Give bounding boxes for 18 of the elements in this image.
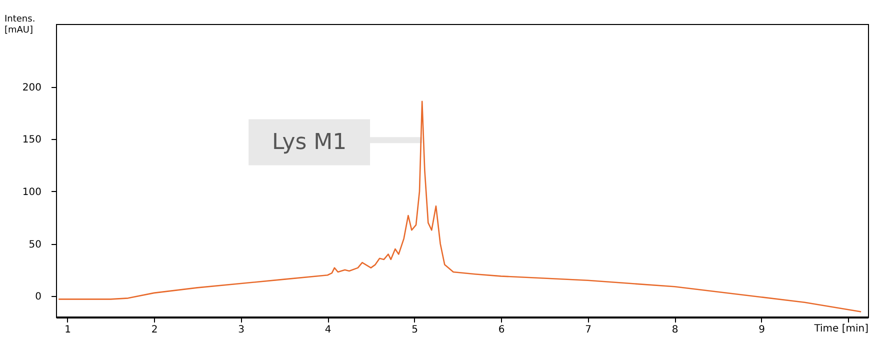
- y-axis-title: Intens. [mAU]: [4, 14, 36, 36]
- x-tick-label: 6: [498, 324, 505, 336]
- y-tick-label: 200: [22, 82, 42, 94]
- x-tick-label: 9: [758, 324, 765, 336]
- y-tick-label: 0: [35, 292, 42, 303]
- x-tick-label: 5: [412, 324, 418, 336]
- y-tick-label: 50: [28, 239, 42, 250]
- line-series: [58, 100, 862, 312]
- x-tick-label: 3: [238, 324, 244, 336]
- y-tick-label: 150: [22, 134, 42, 146]
- x-tick-label: 1: [64, 324, 71, 336]
- annotation: Lys M1: [272, 130, 347, 156]
- x-tick-label: 7: [585, 324, 592, 336]
- x-axis-title: Time [min]: [813, 324, 869, 334]
- x-tick-label: 2: [151, 324, 158, 336]
- x-tick-label: 4: [324, 324, 332, 336]
- y-tick-label: 100: [22, 186, 42, 198]
- x-tick-label: 8: [672, 324, 678, 336]
